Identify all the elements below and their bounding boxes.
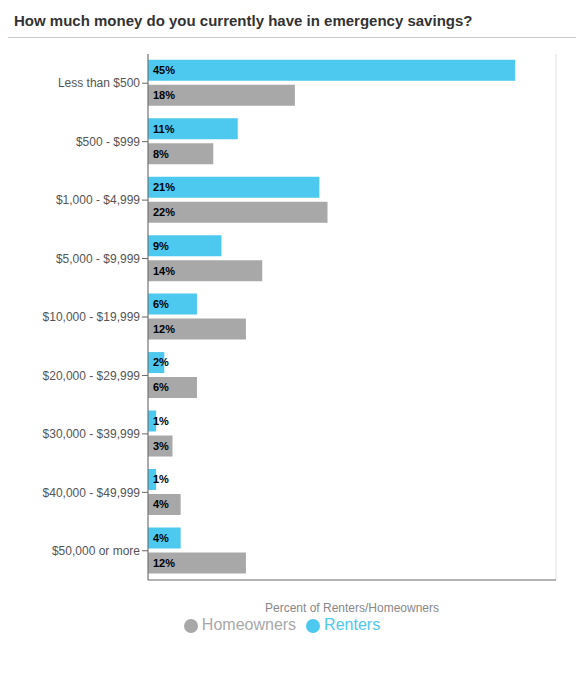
svg-text:21%: 21% bbox=[153, 181, 175, 193]
svg-text:1%: 1% bbox=[153, 415, 169, 427]
svg-text:Percent of Renters/Homeowners: Percent of Renters/Homeowners bbox=[265, 601, 439, 615]
svg-text:8%: 8% bbox=[153, 148, 169, 160]
svg-text:6%: 6% bbox=[153, 381, 169, 393]
svg-text:$50,000 or more: $50,000 or more bbox=[52, 544, 140, 558]
svg-text:3%: 3% bbox=[153, 440, 169, 452]
svg-text:4%: 4% bbox=[153, 532, 169, 544]
svg-text:18%: 18% bbox=[153, 89, 175, 101]
svg-text:12%: 12% bbox=[153, 323, 175, 335]
svg-text:$500 - $999: $500 - $999 bbox=[76, 135, 140, 149]
svg-text:$20,000 - $29,999: $20,000 - $29,999 bbox=[43, 369, 141, 383]
svg-text:$30,000 - $39,999: $30,000 - $39,999 bbox=[43, 427, 141, 441]
svg-text:14%: 14% bbox=[153, 265, 175, 277]
svg-text:12%: 12% bbox=[153, 557, 175, 569]
html-text:How much money do you currentl: How much money do you currently have in … bbox=[14, 12, 473, 29]
svg-text:22%: 22% bbox=[153, 206, 175, 218]
svg-text:45%: 45% bbox=[153, 64, 175, 76]
svg-text:9%: 9% bbox=[153, 240, 169, 252]
svg-text:6%: 6% bbox=[153, 298, 169, 310]
svg-text:11%: 11% bbox=[153, 123, 175, 135]
svg-text:$10,000 - $19,999: $10,000 - $19,999 bbox=[43, 310, 141, 324]
svg-text:Less than $500: Less than $500 bbox=[58, 76, 140, 90]
svg-text:$1,000 - $4,999: $1,000 - $4,999 bbox=[56, 193, 140, 207]
svg-text:$5,000 - $9,999: $5,000 - $9,999 bbox=[56, 252, 140, 266]
svg-text:2%: 2% bbox=[153, 356, 169, 368]
svg-text:4%: 4% bbox=[153, 498, 169, 510]
html-text:Homeowners: Homeowners bbox=[201, 616, 297, 633]
svg-text:$40,000 - $49,999: $40,000 - $49,999 bbox=[43, 486, 141, 500]
html-text:Renters: Renters bbox=[324, 616, 381, 633]
svg-text:1%: 1% bbox=[153, 473, 169, 485]
